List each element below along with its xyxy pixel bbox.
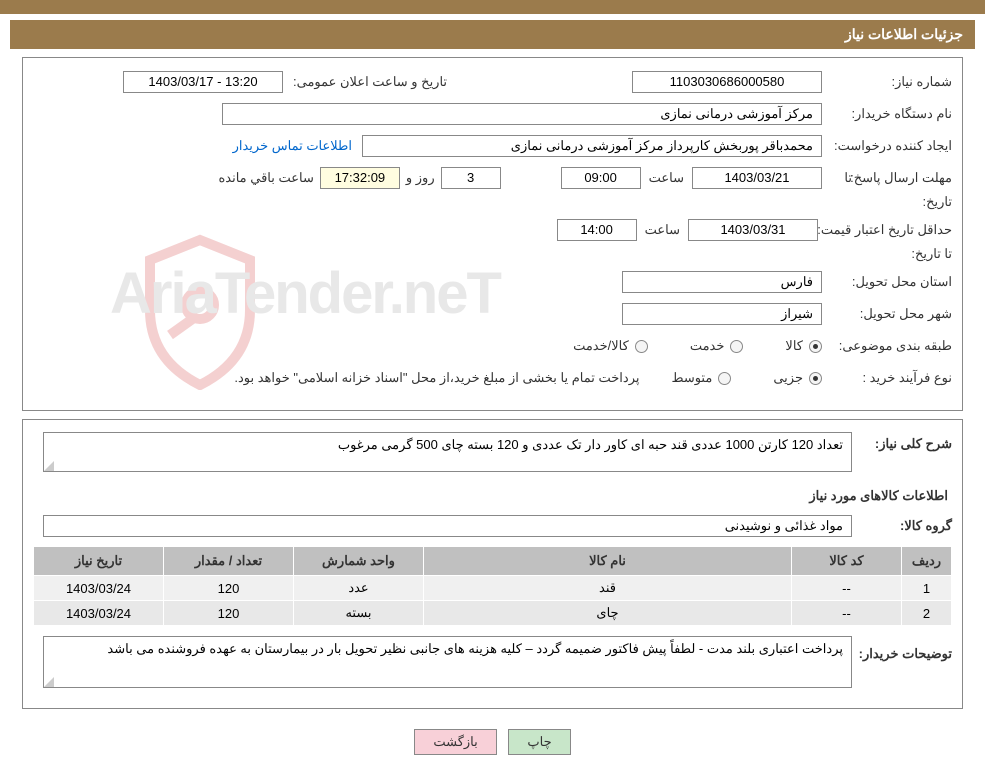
back-button[interactable]: بازگشت xyxy=(414,729,496,755)
validity-label: حداقل تاریخ اعتبار قیمت: xyxy=(822,222,952,238)
radio-partial-label: جزیی xyxy=(773,370,803,386)
group-field: مواد غذائی و نوشیدنی xyxy=(43,515,852,537)
province-field: فارس xyxy=(622,271,822,293)
buyer-notes-label: توضیحات خریدار: xyxy=(852,636,952,662)
radio-service[interactable] xyxy=(730,340,743,353)
goods-detail-section: شرح کلی نیاز: تعداد 120 کارتن 1000 عددی … xyxy=(22,419,963,709)
table-cell-row: 2 xyxy=(902,601,952,626)
th-name: نام کالا xyxy=(424,547,792,576)
buyer-notes-text: پرداخت اعتباری بلند مدت - لطفاً پیش فاکت… xyxy=(107,641,843,656)
until-label-1: تا xyxy=(822,170,852,186)
table-cell-name: چای xyxy=(424,601,792,626)
time-label-1: ساعت xyxy=(641,170,692,186)
page-title-bar: جزئیات اطلاعات نیاز xyxy=(10,20,975,49)
deadline-date-field: 1403/03/21 xyxy=(692,167,822,189)
table-cell-unit: بسته xyxy=(294,601,424,626)
validity-date-field: 1403/03/31 xyxy=(688,219,818,241)
deadline-label: مهلت ارسال پاسخ: xyxy=(852,170,952,186)
purchase-type-label: نوع فرآیند خرید : xyxy=(822,370,952,386)
buyer-org-field: مرکز آموزشی درمانی نمازی xyxy=(222,103,822,125)
buyer-contact-link[interactable]: اطلاعات تماس خریدار xyxy=(233,138,362,154)
radio-goods-label: کالا xyxy=(785,338,803,354)
radio-partial[interactable] xyxy=(809,372,822,385)
table-cell-code: -- xyxy=(792,601,902,626)
description-text: تعداد 120 کارتن 1000 عددی قند حبه ای کاو… xyxy=(338,437,843,452)
th-row: ردیف xyxy=(902,547,952,576)
deadline-time-field: 09:00 xyxy=(561,167,641,189)
requester-field: محمدباقر پوربخش کارپرداز مرکز آموزشی درم… xyxy=(362,135,822,157)
requester-label: ایجاد کننده درخواست: xyxy=(822,138,952,154)
th-qty: تعداد / مقدار xyxy=(164,547,294,576)
radio-medium-label: متوسط xyxy=(671,370,712,386)
main-info-section: شماره نیاز: 1103030686000580 تاریخ و ساع… xyxy=(22,57,963,411)
table-cell-date: 1403/03/24 xyxy=(34,576,164,601)
until-date-label-1: تاریخ: xyxy=(822,194,952,210)
top-decoration-bar xyxy=(0,0,985,14)
radio-medium[interactable] xyxy=(718,372,731,385)
goods-table: ردیف کد کالا نام کالا واحد شمارش تعداد /… xyxy=(33,546,952,626)
category-label: طبقه بندی موضوعی: xyxy=(822,338,952,354)
buyer-org-label: نام دستگاه خریدار: xyxy=(822,106,952,122)
purchase-type-radio-group: جزیی متوسط پرداخت تمام یا بخشی از مبلغ خ… xyxy=(234,370,822,386)
days-remaining-field: 3 xyxy=(441,167,501,189)
radio-goods-service-label: کالا/خدمت xyxy=(573,338,629,354)
payment-note: پرداخت تمام یا بخشی از مبلغ خرید،از محل … xyxy=(234,370,639,386)
goods-section-title: اطلاعات کالاهای مورد نیاز xyxy=(33,480,952,508)
table-cell-date: 1403/03/24 xyxy=(34,601,164,626)
niaz-number-field: 1103030686000580 xyxy=(632,71,822,93)
group-label: گروه کالا: xyxy=(852,518,952,534)
until-date-label-2: تا تاریخ: xyxy=(822,246,952,262)
city-label: شهر محل تحویل: xyxy=(822,306,952,322)
table-cell-name: قند xyxy=(424,576,792,601)
radio-goods[interactable] xyxy=(809,340,822,353)
radio-goods-service[interactable] xyxy=(635,340,648,353)
table-cell-row: 1 xyxy=(902,576,952,601)
announce-date-field: 13:20 - 1403/03/17 xyxy=(123,71,283,93)
niaz-number-label: شماره نیاز: xyxy=(822,74,952,90)
time-remaining-field: 17:32:09 xyxy=(320,167,400,189)
table-row: 2--چایبسته1201403/03/24 xyxy=(34,601,952,626)
time-label-2: ساعت xyxy=(637,222,688,238)
table-cell-qty: 120 xyxy=(164,576,294,601)
category-radio-group: کالا خدمت کالا/خدمت xyxy=(573,338,822,354)
table-cell-code: -- xyxy=(792,576,902,601)
table-header-row: ردیف کد کالا نام کالا واحد شمارش تعداد /… xyxy=(34,547,952,576)
province-label: استان محل تحویل: xyxy=(822,274,952,290)
th-date: تاریخ نیاز xyxy=(34,547,164,576)
table-row: 1--قندعدد1201403/03/24 xyxy=(34,576,952,601)
table-cell-qty: 120 xyxy=(164,601,294,626)
buyer-notes-textarea: پرداخت اعتباری بلند مدت - لطفاً پیش فاکت… xyxy=(43,636,852,688)
days-and-label: روز و xyxy=(400,170,441,186)
radio-service-label: خدمت xyxy=(690,338,725,354)
button-row: چاپ بازگشت xyxy=(10,717,975,767)
validity-time-field: 14:00 xyxy=(557,219,637,241)
description-label: شرح کلی نیاز: xyxy=(852,432,952,452)
description-textarea: تعداد 120 کارتن 1000 عددی قند حبه ای کاو… xyxy=(43,432,852,472)
print-button[interactable]: چاپ xyxy=(508,729,570,755)
th-code: کد کالا xyxy=(792,547,902,576)
remaining-label: ساعت باقي مانده xyxy=(214,170,319,186)
th-unit: واحد شمارش xyxy=(294,547,424,576)
page-title: جزئیات اطلاعات نیاز xyxy=(845,26,963,42)
city-field: شیراز xyxy=(622,303,822,325)
announce-date-label: تاریخ و ساعت اعلان عمومی: xyxy=(289,74,447,90)
table-cell-unit: عدد xyxy=(294,576,424,601)
